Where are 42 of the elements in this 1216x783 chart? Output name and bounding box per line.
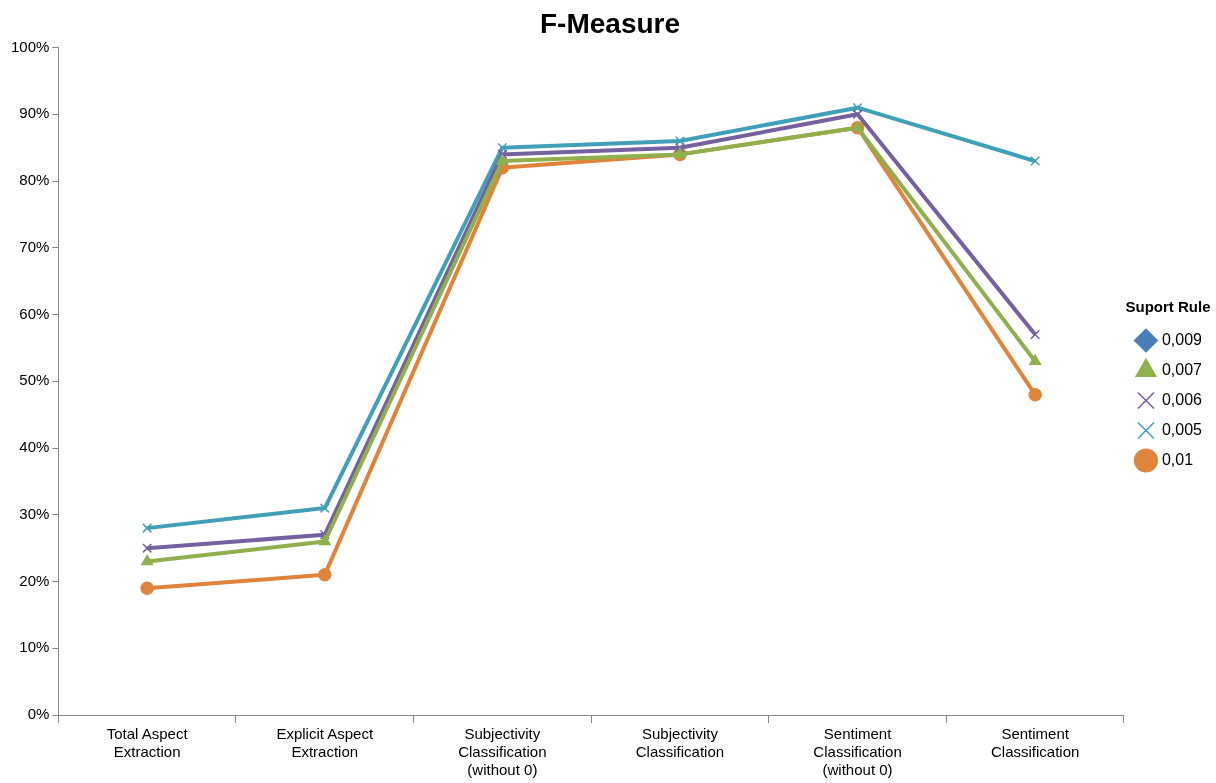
x-tick-label: Sentiment Classification (without 0): [813, 725, 902, 779]
point: [852, 102, 863, 113]
y-tick-label: 90%: [19, 104, 50, 122]
legend-title: Suport Rule: [1125, 298, 1211, 316]
x-tick-label: Explicit Aspect Extraction: [276, 725, 374, 761]
y-tick-label: 30%: [19, 504, 50, 522]
point: [674, 142, 685, 153]
x-tick-label: Total Aspect Extraction: [106, 725, 189, 761]
point: [142, 543, 153, 554]
point: [1028, 387, 1042, 402]
legend-label: 0,009: [1161, 330, 1203, 348]
legend-label: 0,006: [1161, 390, 1203, 408]
y-tick-label: 100%: [10, 37, 50, 55]
point: [140, 581, 154, 595]
x-tick-label: Subjectivity Classification (without 0): [458, 725, 547, 779]
y-tick-label: 80%: [19, 171, 50, 189]
chart-title: F-Measure: [539, 7, 681, 39]
y-tick-label: 20%: [19, 571, 50, 589]
point: [142, 523, 153, 534]
legend-label: 0,005: [1161, 420, 1203, 438]
y-tick-label: 60%: [19, 304, 50, 322]
y-tick-label: 40%: [19, 438, 50, 456]
x-tick-label: Subjectivity Classification: [635, 725, 725, 761]
point: [497, 142, 508, 153]
point: [674, 136, 685, 147]
point: [318, 534, 331, 546]
x-tick-label: Sentiment Classification: [990, 725, 1080, 761]
legend-label: 0,007: [1161, 360, 1203, 378]
y-tick-label: 50%: [19, 371, 50, 389]
point: [318, 568, 332, 582]
point: [141, 554, 154, 566]
point: [496, 154, 509, 165]
point: [852, 109, 863, 120]
point: [1030, 156, 1041, 167]
point: [1029, 354, 1042, 366]
point: [1030, 329, 1041, 340]
y-tick-label: 70%: [19, 237, 50, 255]
legend-label: 0,01: [1161, 450, 1194, 468]
y-tick-label: 10%: [19, 638, 50, 656]
y-tick-label: 0%: [27, 705, 50, 723]
point: [497, 149, 508, 160]
point: [319, 503, 330, 514]
